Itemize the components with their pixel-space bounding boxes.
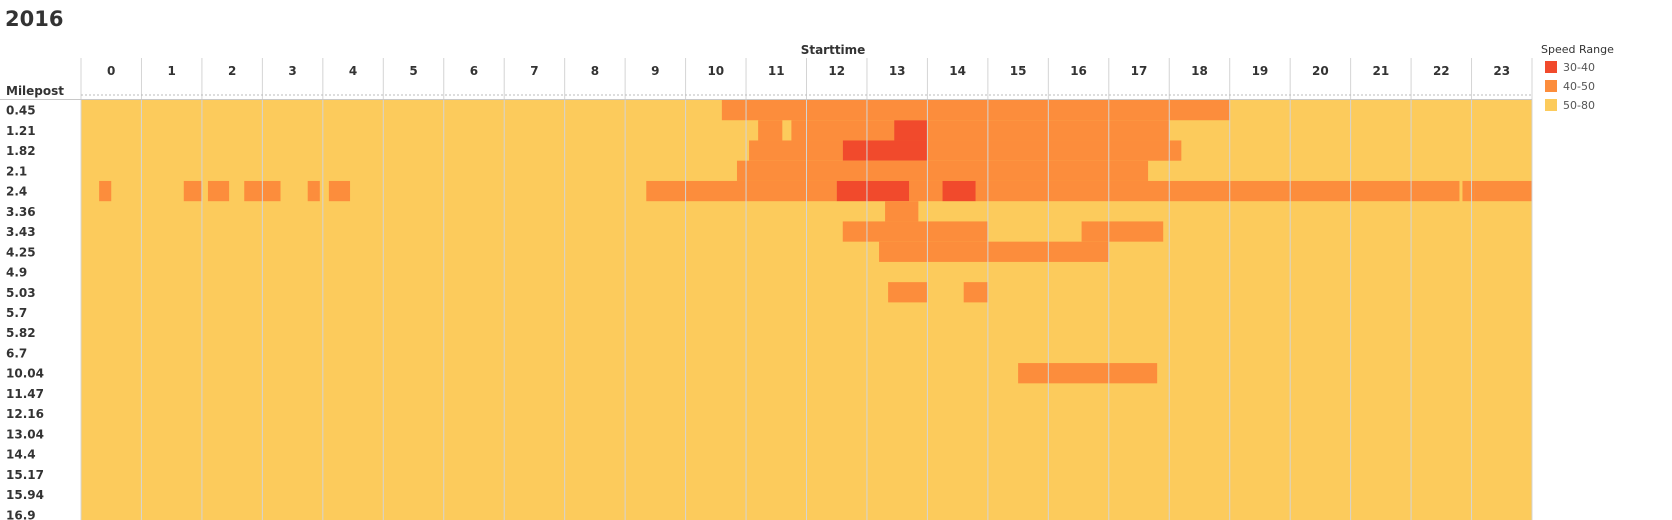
x-tick-label: 20: [1312, 64, 1329, 78]
x-tick-label: 3: [288, 64, 296, 78]
y-tick-label: 2.4: [6, 185, 27, 199]
legend-title: Speed Range: [1541, 43, 1614, 56]
x-tick-label: 8: [591, 64, 599, 78]
x-tick-label: 5: [409, 64, 417, 78]
y-tick-label: 5.7: [6, 306, 27, 320]
x-tick-labels: 0 1 2 3 4 5 6 7 8 9 10 11 12 13 14 15 16 17 18 19 20 21 22 23: [107, 64, 1510, 78]
x-tick-label: 19: [1252, 64, 1269, 78]
heatmap-cell: [909, 180, 943, 202]
heatmap-cell: [758, 120, 783, 141]
x-tick-label: 0: [107, 64, 115, 78]
heatmap-cell: [1462, 180, 1475, 202]
legend-label: 50-80: [1563, 99, 1595, 112]
x-tick-label: 17: [1131, 64, 1148, 78]
x-tick-label: 15: [1010, 64, 1027, 78]
heatmap-cell: [942, 180, 976, 202]
legend-swatch: [1545, 80, 1557, 92]
heatmap-cell: [842, 221, 988, 242]
x-tick-label: 7: [530, 64, 538, 78]
y-tick-label: 14.4: [6, 448, 36, 462]
y-tick-label: 12.16: [6, 407, 44, 421]
heatmap-cell: [842, 140, 928, 161]
y-tick-label: 15.17: [6, 468, 44, 482]
y-tick-label: 4.9: [6, 266, 27, 280]
heatmap-cell: [183, 180, 202, 202]
legend-label: 30-40: [1563, 61, 1595, 74]
heatmap-cell: [963, 282, 988, 303]
x-tick-label: 9: [651, 64, 659, 78]
heatmap-cell: [736, 160, 1149, 181]
y-tick-label: 15.94: [6, 488, 44, 502]
y-tick-label: 3.43: [6, 225, 36, 239]
y-tick-label: 0.45: [6, 104, 36, 118]
x-tick-label: 12: [828, 64, 845, 78]
y-tick-label: 5.03: [6, 286, 36, 300]
heatmap-cell: [328, 180, 351, 202]
heatmap-cell: [646, 180, 837, 202]
chart-title: 2016: [5, 7, 63, 31]
x-tick-label: 21: [1373, 64, 1390, 78]
y-tick-label: 13.04: [6, 427, 44, 441]
heatmap-cell: [1081, 221, 1164, 242]
y-tick-label: 3.36: [6, 205, 36, 219]
heatmap-cell: [885, 201, 919, 222]
heatmap-cell: [879, 241, 1109, 262]
y-tick-label: 1.21: [6, 124, 36, 138]
x-tick-label: 1: [168, 64, 176, 78]
heatmap-cell: [721, 100, 1170, 121]
y-tick-label: 16.9: [6, 508, 36, 520]
heatmap-cell: [307, 180, 320, 202]
legend: Speed Range 30-40 40-50 50-80: [1541, 43, 1614, 112]
heatmap-cell: [99, 180, 112, 202]
legend-label: 40-50: [1563, 80, 1595, 93]
y-axis-title: Milepost: [6, 84, 64, 98]
gridlines: [0, 58, 1533, 520]
x-tick-label: 10: [707, 64, 724, 78]
heatmap-cell: [791, 120, 895, 141]
y-tick-label: 5.82: [6, 326, 36, 340]
x-tick-label: 4: [349, 64, 357, 78]
heatmap-cell: [888, 282, 928, 303]
heatmap-cell: [1018, 363, 1158, 384]
heatmap-cell: [1169, 100, 1230, 121]
x-tick-label: 23: [1493, 64, 1510, 78]
y-tick-label: 10.04: [6, 367, 44, 381]
x-tick-label: 22: [1433, 64, 1450, 78]
y-tick-label: 11.47: [6, 387, 44, 401]
heatmap-cell: [749, 140, 843, 161]
x-tick-label: 2: [228, 64, 236, 78]
x-tick-label: 18: [1191, 64, 1208, 78]
y-tick-label: 2.1: [6, 164, 27, 178]
y-tick-label: 4.25: [6, 245, 36, 259]
x-tick-label: 16: [1070, 64, 1087, 78]
y-tick-label: 6.7: [6, 346, 27, 360]
heatmap-cell: [894, 120, 928, 141]
x-tick-label: 13: [889, 64, 906, 78]
legend-items: 30-40 40-50 50-80: [1545, 61, 1595, 112]
y-tick-labels: 0.45 1.21 1.82 2.1 2.4 3.36 3.43 4.25 4.9 5.03 5.7…: [6, 104, 44, 520]
legend-swatch: [1545, 99, 1557, 111]
heatmap-cell: [1474, 180, 1532, 202]
heatmap-cell: [927, 140, 1182, 161]
x-tick-label: 11: [768, 64, 785, 78]
heatmap-cell: [836, 180, 910, 202]
x-axis-title: Starttime: [801, 43, 866, 57]
x-tick-label: 14: [949, 64, 966, 78]
y-tick-label: 1.82: [6, 144, 36, 158]
legend-swatch: [1545, 61, 1557, 73]
x-tick-label: 6: [470, 64, 478, 78]
heatmap-cell: [207, 180, 230, 202]
heatmap-cell: [975, 180, 1460, 202]
